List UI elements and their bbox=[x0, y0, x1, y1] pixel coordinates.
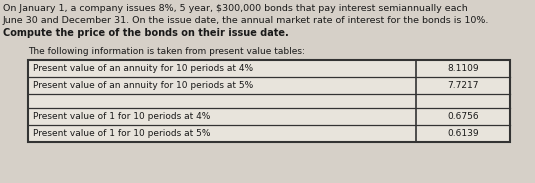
Text: June 30 and December 31. On the issue date, the annual market rate of interest f: June 30 and December 31. On the issue da… bbox=[3, 16, 490, 25]
Text: 0.6756: 0.6756 bbox=[447, 112, 479, 121]
Text: Present value of an annuity for 10 periods at 5%: Present value of an annuity for 10 perio… bbox=[33, 81, 253, 90]
Text: 0.6139: 0.6139 bbox=[447, 129, 479, 138]
Text: Present value of an annuity for 10 periods at 4%: Present value of an annuity for 10 perio… bbox=[33, 64, 253, 73]
Text: Present value of 1 for 10 periods at 4%: Present value of 1 for 10 periods at 4% bbox=[33, 112, 210, 121]
Text: On January 1, a company issues 8%, 5 year, $300,000 bonds that pay interest semi: On January 1, a company issues 8%, 5 yea… bbox=[3, 4, 468, 13]
Text: Compute the price of the bonds on their issue date.: Compute the price of the bonds on their … bbox=[3, 28, 289, 38]
Text: Present value of 1 for 10 periods at 5%: Present value of 1 for 10 periods at 5% bbox=[33, 129, 210, 138]
Bar bbox=[28, 60, 510, 142]
Text: 7.7217: 7.7217 bbox=[447, 81, 479, 90]
Text: The following information is taken from present value tables:: The following information is taken from … bbox=[28, 47, 305, 56]
Text: 8.1109: 8.1109 bbox=[447, 64, 479, 73]
